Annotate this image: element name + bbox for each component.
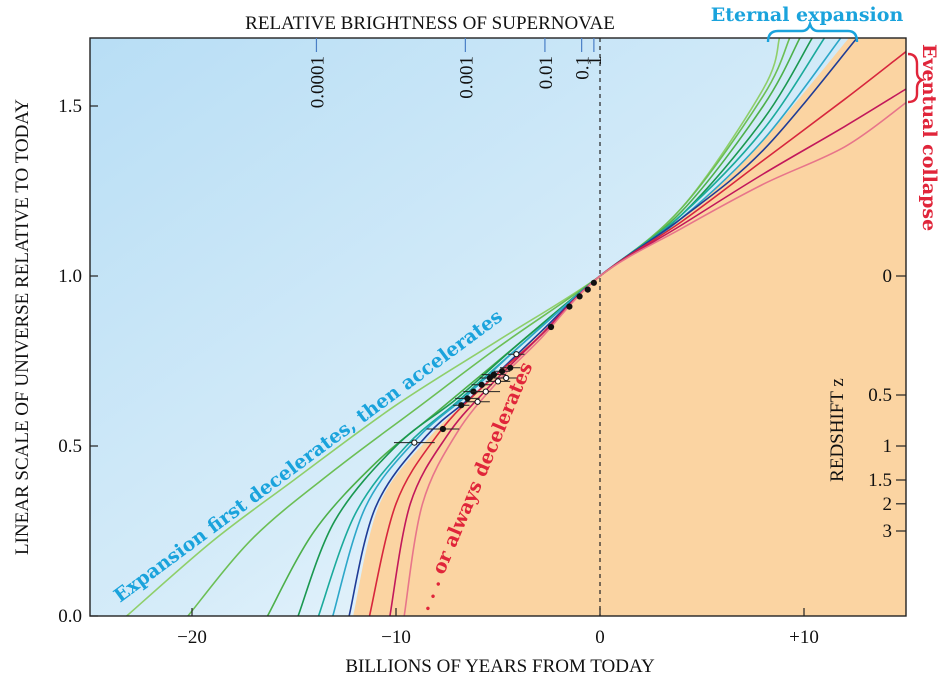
x-tick-label: −20 [177, 627, 207, 648]
redshift-tick-label: 2 [883, 494, 893, 515]
supernova-points [393, 279, 597, 446]
redshift-axis: 0 0.5 1 1.5 2 3 [868, 266, 906, 542]
supernova-point [474, 398, 481, 405]
y-axis: 0.0 0.5 1.0 1.5 [58, 96, 98, 627]
brightness-tick-label: 0.0001 [307, 56, 328, 108]
supernova-point [584, 286, 591, 293]
series-line-7 [348, 38, 858, 616]
supernova-point [566, 303, 573, 310]
redshift-tick-label: 1 [883, 436, 893, 457]
y-tick-label: 1.5 [58, 96, 82, 117]
series-line-9 [389, 88, 906, 616]
series-line-2 [187, 38, 791, 616]
supernova-point [458, 402, 465, 409]
supernova-point [482, 388, 489, 395]
supernova-point [498, 368, 506, 375]
brightness-tick-label: 1 [585, 56, 606, 66]
y-tick-label: 0.0 [58, 606, 82, 627]
eventual-collapse-bracket [907, 52, 926, 104]
y-tick-label: 1.0 [58, 266, 82, 287]
supernova-point [411, 439, 418, 446]
plot-frame [89, 37, 907, 617]
supernova-point [478, 381, 485, 388]
redshift-tick-label: 1.5 [868, 470, 892, 491]
supernova-point [507, 364, 514, 371]
redshift-tick-label: 3 [883, 521, 893, 542]
x-axis: −20 −10 0 +10 [177, 608, 819, 648]
brightness-tick-label: 0.1 [573, 56, 594, 80]
chart-title: RELATIVE BRIGHTNESS OF SUPERNOVAE [245, 13, 615, 34]
brightness-tick-label: 0.001 [456, 56, 477, 99]
redshift-tick-label: 0 [883, 266, 893, 287]
eventual-collapse-label: Eventual collapse [918, 44, 940, 231]
series-line-1 [126, 38, 781, 616]
x-tick-label: −10 [381, 627, 411, 648]
brightness-axis: 0.0001 0.001 0.01 0.11 [307, 38, 606, 108]
y-tick-label: 0.5 [58, 436, 82, 457]
supernova-point [576, 293, 583, 300]
eternal-expansion-label: Eternal expansion [711, 4, 904, 26]
supernova-point [439, 425, 447, 433]
supernova-point [494, 378, 502, 385]
series-line-10 [403, 101, 906, 616]
redshift-axis-title: REDSHIFT z [827, 378, 848, 482]
eternal-expansion-bracket [766, 19, 859, 43]
supernova-point [547, 323, 555, 331]
series-group [126, 38, 906, 616]
plot-area [90, 38, 906, 616]
brightness-tick-label: 0.01 [536, 56, 557, 89]
supernova-point [503, 374, 510, 382]
x-axis-title: BILLIONS OF YEARS FROM TODAY [345, 656, 655, 677]
supernova-point [513, 351, 520, 358]
redshift-tick-label: 0.5 [868, 385, 892, 406]
series-line-6 [332, 38, 842, 616]
series-line-4 [297, 38, 813, 616]
supernova-point [486, 374, 493, 382]
supernova-point [464, 395, 471, 402]
supernova-point [590, 279, 597, 286]
x-tick-label: 0 [595, 627, 605, 648]
y-axis-title: LINEAR SCALE OF UNIVERSE RELATIVE TO TOD… [12, 99, 33, 555]
supernova-point [490, 371, 498, 378]
x-tick-label: +10 [789, 627, 819, 648]
